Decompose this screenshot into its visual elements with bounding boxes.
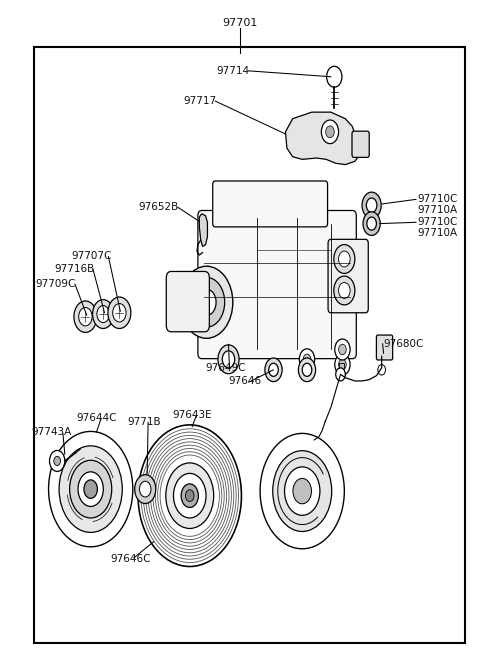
Circle shape — [362, 192, 381, 218]
Circle shape — [338, 251, 350, 267]
Circle shape — [378, 365, 385, 375]
Text: 97707C: 97707C — [72, 252, 112, 261]
Circle shape — [322, 120, 338, 144]
Circle shape — [59, 446, 122, 532]
Polygon shape — [199, 214, 207, 246]
Circle shape — [219, 349, 234, 370]
Circle shape — [78, 472, 103, 507]
Circle shape — [113, 304, 126, 322]
Circle shape — [302, 363, 312, 376]
Text: 97644C: 97644C — [76, 413, 117, 423]
Circle shape — [185, 489, 194, 501]
Text: 97709C: 97709C — [36, 279, 76, 289]
Circle shape — [223, 354, 230, 365]
Circle shape — [285, 467, 320, 515]
Text: 97649C: 97649C — [205, 363, 246, 373]
FancyBboxPatch shape — [198, 210, 356, 359]
Circle shape — [181, 484, 198, 507]
Circle shape — [299, 358, 316, 382]
Text: 97680C: 97680C — [384, 338, 424, 349]
Circle shape — [260, 434, 344, 549]
Circle shape — [334, 244, 355, 273]
Circle shape — [335, 354, 350, 375]
Circle shape — [84, 480, 97, 499]
FancyBboxPatch shape — [166, 271, 209, 332]
Text: 97714: 97714 — [216, 66, 250, 76]
Circle shape — [367, 217, 376, 230]
Circle shape — [197, 289, 216, 315]
Circle shape — [300, 349, 315, 370]
FancyBboxPatch shape — [328, 239, 368, 313]
Circle shape — [269, 363, 278, 376]
Circle shape — [338, 283, 350, 298]
Circle shape — [74, 301, 97, 332]
Circle shape — [222, 351, 235, 368]
Circle shape — [334, 276, 355, 305]
Text: 97710A: 97710A — [417, 206, 457, 215]
Circle shape — [97, 306, 109, 323]
Circle shape — [326, 66, 342, 87]
Text: 9771B: 9771B — [128, 417, 161, 427]
Text: 97652B: 97652B — [139, 202, 179, 212]
Circle shape — [79, 307, 92, 326]
Text: 97710A: 97710A — [417, 229, 457, 238]
Circle shape — [48, 432, 133, 547]
Circle shape — [93, 300, 114, 328]
Circle shape — [325, 126, 334, 138]
Circle shape — [49, 451, 65, 472]
Text: 97646C: 97646C — [110, 555, 151, 564]
Text: 97646: 97646 — [228, 376, 261, 386]
Text: 97716B: 97716B — [55, 265, 95, 275]
Circle shape — [303, 354, 311, 365]
Circle shape — [188, 277, 225, 327]
Circle shape — [265, 358, 282, 382]
Circle shape — [166, 463, 214, 528]
Circle shape — [273, 451, 332, 532]
Circle shape — [173, 474, 206, 518]
FancyBboxPatch shape — [352, 131, 369, 158]
Circle shape — [108, 297, 131, 328]
Circle shape — [335, 339, 350, 360]
Circle shape — [338, 359, 346, 370]
Circle shape — [138, 425, 241, 566]
Polygon shape — [286, 112, 360, 165]
Circle shape — [180, 266, 233, 338]
Text: 97743A: 97743A — [32, 427, 72, 437]
Circle shape — [293, 478, 312, 504]
Text: 97710C: 97710C — [417, 194, 457, 204]
Text: 97717: 97717 — [183, 96, 216, 106]
FancyBboxPatch shape — [376, 335, 393, 360]
Text: 97701: 97701 — [222, 18, 258, 28]
Text: 97710C: 97710C — [417, 217, 457, 227]
Circle shape — [336, 368, 345, 381]
Circle shape — [135, 475, 156, 503]
Circle shape — [338, 344, 346, 355]
FancyBboxPatch shape — [213, 181, 327, 227]
Circle shape — [363, 212, 380, 235]
Circle shape — [218, 345, 239, 374]
Circle shape — [54, 457, 60, 466]
Circle shape — [366, 198, 377, 212]
Circle shape — [70, 461, 112, 518]
Text: 97643E: 97643E — [172, 410, 212, 420]
Circle shape — [140, 482, 151, 497]
